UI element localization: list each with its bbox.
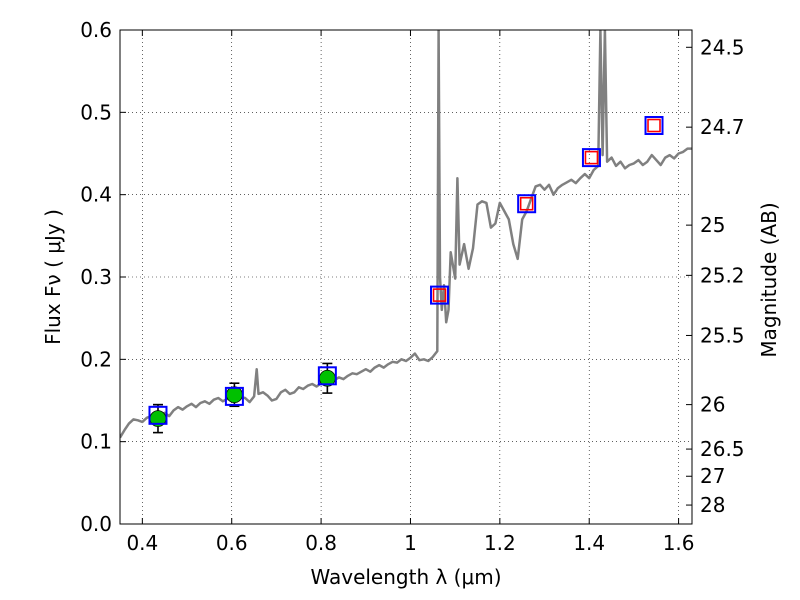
predicted-flux-square — [584, 150, 599, 165]
x-tick-label: 1.4 — [573, 531, 605, 555]
y-tick-label: 0.0 — [80, 512, 112, 536]
x-tick-label: 1.6 — [663, 531, 695, 555]
right-tick-label: 25.2 — [700, 263, 745, 287]
ticks-layer: 0.4 0.6 0.8 1 1.2 1.4 1.6 0.0 0.1 0.2 0.3 0.4 0.5 0.6… — [80, 18, 744, 555]
predicted-flux-square — [647, 118, 661, 133]
grid-lines — [120, 30, 692, 524]
right-tick-label: 24.7 — [700, 115, 745, 139]
right-axis-title: Magnitude (AB) — [757, 202, 781, 357]
model-photometry-square — [517, 194, 537, 214]
y-tick-label: 0.2 — [80, 347, 112, 371]
model-photometry-square — [644, 116, 664, 136]
x-tick-label: 0.4 — [126, 531, 158, 555]
model-photometry-square — [224, 386, 244, 406]
right-tick-label: 26.5 — [700, 437, 745, 461]
right-tick-label: 24.5 — [700, 35, 745, 59]
x-tick-label: 0.8 — [305, 531, 337, 555]
x-tick-label: 1.2 — [484, 531, 516, 555]
y-tick-label: 0.3 — [80, 265, 112, 289]
model-photometry-square — [317, 366, 337, 386]
x-axis-title: Wavelength λ (μm) — [310, 565, 501, 589]
right-tick-label: 27 — [700, 464, 725, 488]
y-tick-label: 0.1 — [80, 430, 112, 454]
right-tick-label: 26 — [700, 393, 725, 417]
predicted-flux-square — [519, 196, 534, 211]
x-tick-label: 0.6 — [216, 531, 248, 555]
x-tick-label: 1 — [404, 531, 417, 555]
plot-area — [120, 30, 692, 439]
y-axis-title: Flux Fν ( μJy ) — [41, 209, 65, 345]
model-photometry-square — [581, 148, 601, 168]
right-tick-label: 25 — [700, 213, 725, 237]
predicted-flux-square — [432, 288, 447, 302]
series-layer — [120, 30, 692, 439]
model-spectrum-line — [120, 30, 692, 439]
model-photometry-square — [148, 405, 168, 425]
right-tick-label: 28 — [700, 493, 725, 517]
observed-flux-point — [225, 386, 243, 404]
y-tick-label: 0.4 — [80, 183, 112, 207]
y-tick-label: 0.5 — [80, 100, 112, 124]
model-photometry-square — [430, 285, 450, 305]
right-tick-label: 25.5 — [700, 323, 745, 347]
y-tick-label: 0.6 — [80, 18, 112, 42]
